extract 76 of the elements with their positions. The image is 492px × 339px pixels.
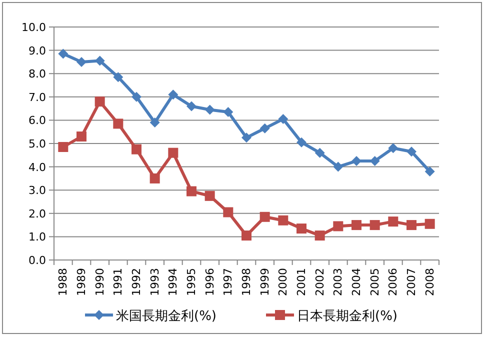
- point: [352, 220, 362, 230]
- x-tick-label: 2008: [423, 268, 436, 296]
- x-tick-label: 1995: [185, 268, 198, 296]
- point: [333, 221, 344, 232]
- x-tick-label: 2002: [313, 268, 326, 296]
- point: [406, 220, 416, 230]
- point: [76, 56, 86, 67]
- x-tick-label: 2007: [405, 268, 418, 296]
- point: [242, 132, 252, 143]
- point: [260, 212, 270, 222]
- point: [58, 48, 68, 59]
- y-tick-label: 0.0: [28, 254, 46, 267]
- point: [424, 218, 435, 229]
- y-tick-label: 3.0: [28, 184, 46, 198]
- x-tick-label: 1992: [130, 268, 143, 296]
- x-tick-label: 2000: [276, 268, 290, 296]
- y-tick-label: 2.0: [28, 207, 46, 220]
- point: [113, 72, 124, 82]
- y-tick-label: 4.0: [28, 160, 46, 174]
- point: [314, 230, 325, 241]
- y-tick-label: 10.0: [22, 21, 46, 34]
- point: [132, 92, 142, 102]
- point: [150, 173, 160, 184]
- point: [424, 166, 435, 176]
- x-tick-label: 1998: [240, 268, 253, 296]
- point: [186, 186, 196, 196]
- x-tick-label: 2005: [368, 268, 382, 296]
- y-tick-label: 9.0: [28, 44, 46, 58]
- point: [168, 148, 178, 158]
- point: [388, 143, 398, 154]
- point: [296, 224, 306, 234]
- point: [406, 146, 416, 157]
- point: [314, 148, 325, 158]
- point: [113, 118, 124, 129]
- x-tick-label: 1989: [75, 268, 88, 296]
- point: [223, 107, 234, 118]
- y-tick-label: 1.0: [28, 230, 46, 244]
- y-tick-label: 6.0: [28, 114, 46, 128]
- x-tick-label: 1994: [166, 268, 180, 296]
- x-tick-label: 2001: [295, 268, 308, 296]
- point: [260, 123, 270, 134]
- point: [132, 144, 142, 154]
- x-tick-label: 1999: [258, 268, 272, 296]
- point: [186, 101, 196, 112]
- x-tick-label: 1988: [56, 268, 70, 296]
- point: [370, 220, 380, 230]
- point: [352, 156, 362, 166]
- point: [204, 190, 215, 201]
- point: [94, 56, 105, 66]
- y-tick-label: 5.0: [28, 138, 46, 150]
- point: [370, 156, 380, 166]
- point: [204, 104, 215, 115]
- point: [223, 207, 234, 218]
- x-tick-label: 1993: [148, 268, 162, 296]
- x-tick-label: 2006: [386, 268, 400, 296]
- point: [296, 137, 306, 148]
- y-tick-label: 7.0: [28, 90, 46, 104]
- point: [388, 216, 398, 227]
- point: [278, 114, 288, 124]
- point: [242, 230, 252, 241]
- point: [76, 132, 86, 142]
- point: [278, 215, 288, 226]
- x-tick-label: 1996: [203, 268, 216, 296]
- x-tick-label: 1997: [222, 268, 235, 296]
- legend-label: 日本長期金利(%): [297, 309, 398, 324]
- x-tick-label: 2003: [332, 268, 345, 296]
- point: [168, 90, 178, 100]
- x-tick-label: 2004: [350, 268, 363, 296]
- point: [94, 96, 105, 107]
- x-tick-label: 1990: [93, 268, 106, 296]
- point: [333, 162, 344, 172]
- x-tick-label: 1991: [112, 268, 125, 296]
- point: [58, 142, 68, 152]
- y-tick-label: 8.0: [28, 68, 46, 81]
- point: [150, 118, 160, 128]
- legend-label: 米国長期金利(%): [116, 309, 216, 324]
